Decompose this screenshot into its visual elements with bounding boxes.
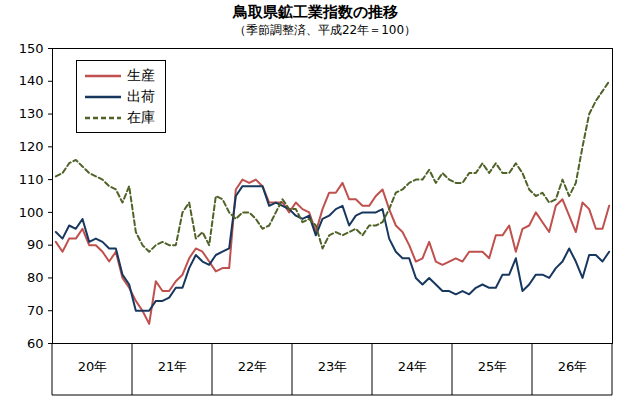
svg-text:23年: 23年 <box>318 359 348 374</box>
svg-text:21年: 21年 <box>158 359 188 374</box>
svg-text:130: 130 <box>19 106 44 121</box>
svg-text:140: 140 <box>19 73 44 88</box>
svg-text:90: 90 <box>27 237 44 252</box>
svg-text:120: 120 <box>19 139 44 154</box>
html-text:在庫: 在庫 <box>127 108 155 125</box>
svg-text:26年: 26年 <box>558 359 588 374</box>
svg-text:150: 150 <box>19 41 44 56</box>
html-text:（季節調整済、平成22年＝100）: （季節調整済、平成22年＝100） <box>233 23 417 37</box>
svg-text:25年: 25年 <box>478 359 508 374</box>
svg-text:20年: 20年 <box>78 359 108 374</box>
svg-text:100: 100 <box>19 205 44 220</box>
svg-text:22年: 22年 <box>238 359 268 374</box>
html-text:生産: 生産 <box>127 66 155 83</box>
svg-text:80: 80 <box>27 270 44 285</box>
svg-text:60: 60 <box>27 336 44 351</box>
svg-text:24年: 24年 <box>398 359 428 374</box>
svg-text:110: 110 <box>19 172 44 187</box>
svg-text:70: 70 <box>27 303 44 318</box>
html-text:鳥取県鉱工業指数の推移: 鳥取県鉱工業指数の推移 <box>232 3 398 21</box>
html-text:出荷: 出荷 <box>127 87 155 104</box>
